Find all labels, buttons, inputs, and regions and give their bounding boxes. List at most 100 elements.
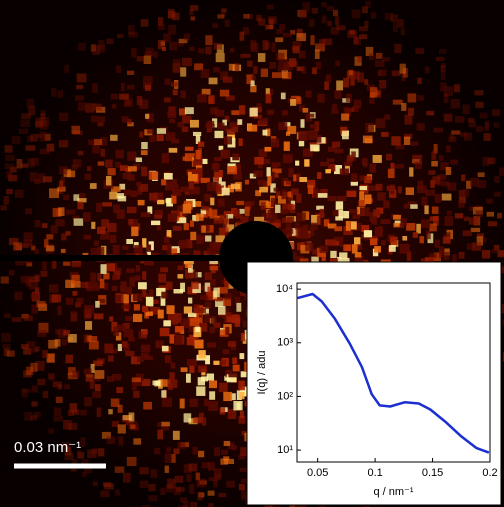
speckle [447,182,457,191]
speckle [183,500,189,507]
speckle [137,199,145,206]
speckle [283,197,293,205]
speckle [285,180,291,185]
speckle [246,74,254,85]
speckle [193,201,202,207]
speckle [440,82,447,92]
speckle [170,82,178,87]
speckle [280,207,288,215]
speckle [58,140,69,148]
speckle [210,107,219,115]
speckle [441,63,447,68]
speckle [416,223,421,234]
speckle [238,454,246,460]
speckle [295,228,301,239]
speckle [42,350,48,359]
speckle [188,171,198,182]
speckle [225,326,230,335]
speckle [401,71,406,82]
speckle [266,167,271,177]
speckle [0,205,7,211]
speckle [362,135,373,144]
speckle [282,110,288,116]
speckle [207,342,217,348]
speckle [130,424,136,429]
speckle [393,22,398,33]
speckle [72,409,80,415]
speckle [131,226,139,237]
speckle [179,240,189,248]
speckle [327,223,337,229]
speckle [350,181,358,186]
speckle [101,219,110,228]
speckle [91,221,96,229]
speckle [239,392,245,400]
speckle [167,11,176,18]
speckle [26,262,33,267]
speckle [139,183,148,192]
speckle [267,4,274,10]
speckle [450,99,460,109]
speckle [308,130,318,140]
speckle [474,90,484,96]
speckle [314,49,320,59]
speckle [403,136,411,145]
speckle [83,234,92,240]
speckle [165,198,170,203]
speckle [98,298,106,304]
speckle [153,51,159,58]
speckle [162,397,172,408]
speckle [345,221,351,231]
speckle [292,228,298,236]
speckle [188,312,197,318]
speckle [340,257,350,264]
speckle [97,226,106,234]
speckle [195,272,202,278]
speckle [233,401,243,411]
speckle [359,186,368,191]
speckle [148,484,156,492]
speckle [196,479,206,488]
speckle [173,289,184,294]
speckle [135,275,141,281]
speckle [223,391,233,402]
speckle [8,173,13,181]
speckle [215,235,225,243]
speckle [468,217,479,225]
speckle [257,179,266,186]
speckle [338,239,344,247]
speckle [475,101,484,108]
speckle [166,447,171,453]
speckle [106,436,116,444]
speckle [317,93,325,103]
speckle [25,208,33,215]
speckle [441,193,452,201]
speckle [46,143,55,152]
speckle [259,186,269,193]
speckle [90,272,97,282]
speckle [443,93,448,98]
speckle [90,247,99,256]
speckle [136,56,145,62]
speckle [438,155,444,161]
speckle [502,319,504,326]
speckle [224,136,233,145]
speckle [232,357,238,364]
speckle [316,61,322,70]
speckle [242,386,249,397]
speckle [273,173,279,178]
speckle [190,16,196,21]
speckle [375,52,383,59]
speckle [316,215,322,225]
speckle [200,69,210,79]
speckle [208,77,218,85]
speckle [458,200,465,208]
speckle [370,87,378,98]
speckle [206,120,215,126]
speckle [101,431,111,439]
speckle [282,203,292,210]
speckle [224,458,234,465]
speckle [295,96,302,105]
speckle [92,481,98,486]
speckle [348,69,353,76]
